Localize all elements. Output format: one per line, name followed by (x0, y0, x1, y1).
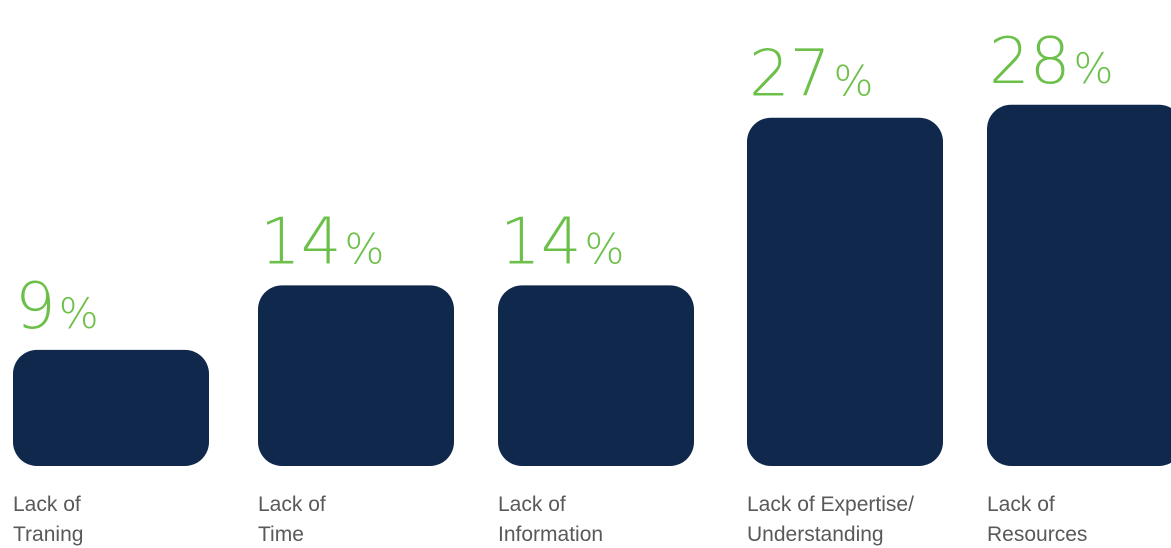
bar-3 (498, 285, 694, 466)
bars-group (13, 104, 1171, 466)
value-label-5: 28% (989, 25, 1113, 99)
category-label-4-line-2: Understanding (747, 523, 884, 546)
category-label-2-line-2: Time (258, 523, 304, 546)
category-label-2-line-1: Lack of (258, 493, 326, 516)
value-number: 14 (500, 205, 581, 279)
category-label-1-line-2: Traning (13, 523, 83, 546)
bar-1 (13, 349, 209, 466)
category-label-3-line-2: Information (498, 523, 603, 546)
bar-5 (987, 104, 1171, 466)
percent-sign: % (1073, 44, 1113, 93)
category-labels-group: Lack of Traning Lack of Time Lack of Informat… (13, 493, 1087, 546)
category-label-1-line-1: Lack of (13, 493, 81, 516)
value-number: 9 (15, 270, 56, 344)
value-labels-group: 9%14% 14%27% 28% (15, 25, 1113, 344)
percent-sign: % (344, 224, 384, 273)
percent-sign: % (833, 57, 873, 106)
category-label-5-line-2: Resources (987, 523, 1087, 546)
category-label-3-line-1: Lack of (498, 493, 566, 516)
value-number: 14 (260, 205, 341, 279)
percent-sign: % (59, 289, 99, 338)
percent-sign: % (584, 224, 624, 273)
value-label-2: 14% (260, 205, 384, 279)
value-number: 28 (989, 25, 1070, 99)
value-label-3: 14% (500, 205, 624, 279)
value-label-4: 27% (749, 38, 873, 112)
bar-4 (747, 117, 943, 466)
value-label-1: 9% (15, 270, 99, 344)
value-number: 27 (749, 38, 830, 112)
bar-2 (258, 285, 454, 466)
category-label-4-line-1: Lack of Expertise/ (747, 493, 914, 516)
category-label-5-line-1: Lack of (987, 493, 1055, 516)
